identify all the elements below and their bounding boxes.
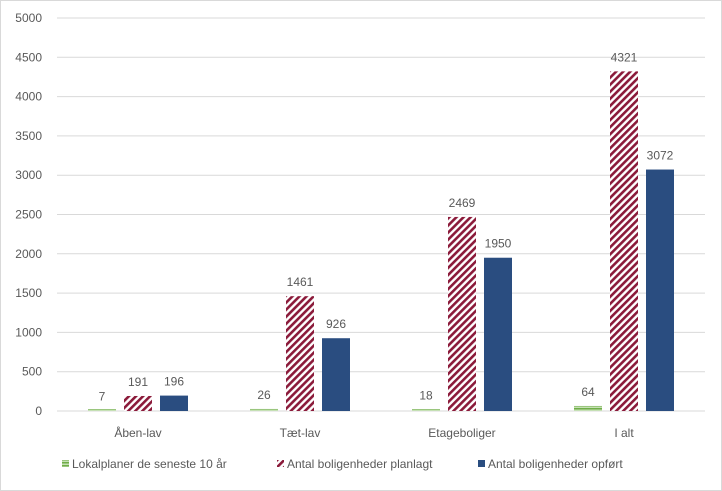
bar [88, 409, 116, 411]
bar [124, 395, 152, 411]
data-label: 196 [164, 375, 184, 389]
y-tick-label: 500 [22, 365, 42, 379]
y-tick-label: 3000 [15, 168, 42, 182]
legend-swatch [478, 460, 485, 467]
legend-label: Lokalplaner de seneste 10 år [72, 457, 227, 471]
y-tick-label: 0 [35, 404, 42, 418]
legend-swatch [62, 460, 69, 467]
data-label: 64 [581, 385, 595, 399]
data-label: 3072 [647, 149, 674, 163]
data-label: 26 [257, 388, 271, 402]
y-tick-label: 4000 [15, 90, 42, 104]
y-tick-label: 3500 [15, 129, 42, 143]
bar [574, 405, 602, 411]
data-label: 2469 [449, 196, 476, 210]
bar [322, 338, 350, 411]
bar [160, 395, 188, 411]
bar [286, 296, 314, 411]
bar [646, 169, 674, 411]
y-tick-label: 1500 [15, 286, 42, 300]
legend-swatch [277, 460, 284, 467]
bar [484, 257, 512, 411]
y-tick-label: 5000 [15, 11, 42, 25]
legend-label: Antal boligenheder planlagt [287, 457, 433, 471]
x-tick-label: Etageboliger [428, 426, 495, 440]
y-tick-label: 4500 [15, 50, 42, 64]
data-label: 18 [419, 389, 433, 403]
x-tick-label: I alt [614, 426, 634, 440]
data-label: 1461 [287, 275, 314, 289]
x-tick-label: Åben-lav [114, 425, 161, 440]
bar [412, 409, 440, 411]
bar [448, 216, 476, 411]
y-tick-label: 2000 [15, 247, 42, 261]
y-tick-label: 1000 [15, 325, 42, 339]
legend-label: Antal boligenheder opført [488, 457, 623, 471]
data-label: 926 [326, 317, 346, 331]
x-tick-label: Tæt-lav [280, 426, 321, 440]
data-label: 4321 [611, 50, 638, 64]
bar [250, 408, 278, 411]
data-label: 7 [99, 389, 106, 403]
data-label: 1950 [485, 237, 512, 251]
y-tick-label: 2500 [15, 208, 42, 222]
data-label: 191 [128, 375, 148, 389]
bar [610, 71, 638, 412]
